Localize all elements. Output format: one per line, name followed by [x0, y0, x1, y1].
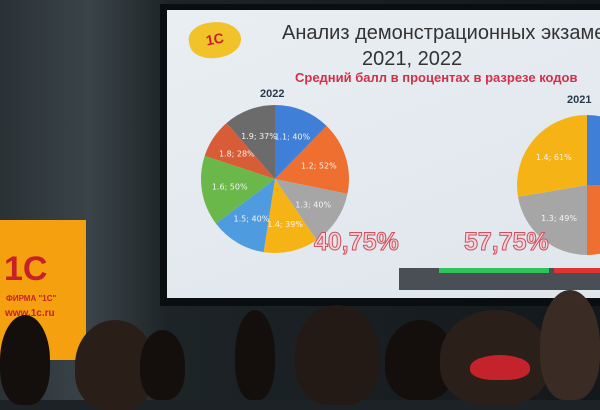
pie-slice-1.4 [517, 115, 587, 197]
pie-slice-1.9 [226, 105, 275, 179]
pie-slice-1.8 [204, 123, 275, 179]
pie-chart-2022: 1.1; 40% 1.2; 52% 1.3; 40% 1.4; 39%1.5; 40%… [201, 105, 349, 254]
pie-slice-1.2 [587, 185, 600, 255]
banner-logo: 1С [4, 250, 48, 288]
pie-slice-1.6 [201, 155, 275, 224]
pie-slice-1.1 [587, 115, 600, 185]
pie-slice-1.3 [275, 179, 348, 241]
pie-chart-2021: 1.3; 49% 1.4; 61% [517, 115, 600, 255]
pie-label-1.4: 1.4; 61% [536, 153, 572, 162]
pie-slice-1.1 [275, 105, 327, 179]
pie-label-1.3: 1.3; 49% [541, 214, 577, 223]
banner-url: www.1c.ru [5, 308, 55, 319]
slide-subtitle: Средний балл в процентах в разрезе кодов [295, 70, 578, 85]
pie-label-1.1: 1.1; 40% [274, 132, 310, 141]
pie-2022-title: 2022 [260, 88, 285, 100]
pie-2021-title: 2021 [567, 94, 592, 106]
1c-logo: 1С [186, 17, 244, 63]
pie-label-1.8: 1.8; 28% [219, 150, 255, 159]
pie-label-1.6: 1.6; 50% [212, 182, 248, 191]
presentation-slide: 1С Анализ демонстрационных экзамен 2021,… [167, 10, 600, 298]
pie-slice-1.2 [275, 125, 349, 194]
pie-slice-1.4 [263, 179, 317, 254]
average-2021: 57,75% [464, 228, 550, 257]
meeting-toolbar[interactable] [399, 268, 600, 290]
pie-slice-1.5 [215, 179, 275, 253]
average-2022: 40,75% [314, 228, 400, 257]
pie-label-1.3: 1.3; 40% [295, 200, 331, 209]
pie-slice-1.3 [518, 185, 587, 255]
slide-title: Анализ демонстрационных экзамен [282, 22, 600, 44]
pie-label-1.9: 1.9; 37% [241, 132, 277, 141]
pie-label-1.4: 1.4; 39% [267, 220, 303, 229]
slide-years: 2021, 2022 [362, 48, 463, 70]
pie-label-1.5: 1.5; 40% [234, 214, 270, 223]
pie-label-1.2: 1.2; 52% [301, 161, 337, 170]
banner-firm: ФИРМА "1С" [6, 294, 57, 303]
